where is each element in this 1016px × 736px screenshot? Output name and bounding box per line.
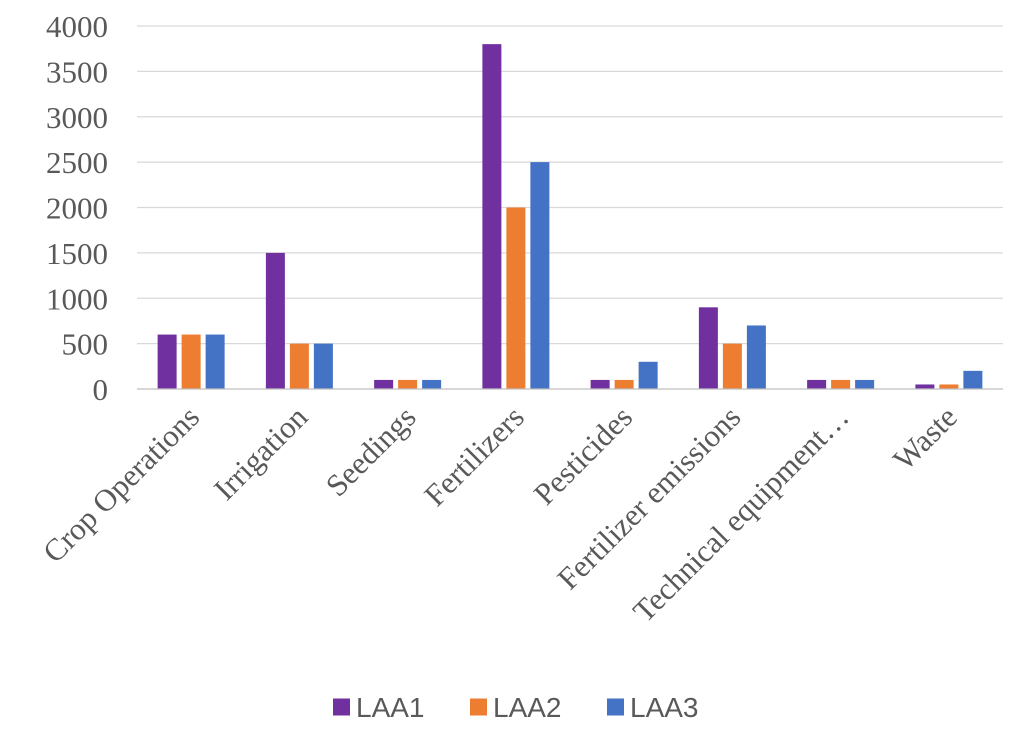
x-category-label: Technical equipment… bbox=[626, 399, 856, 629]
bar-laa1 bbox=[482, 44, 502, 390]
bar-laa2 bbox=[939, 384, 959, 389]
bar-laa2 bbox=[722, 343, 742, 389]
bar-laa3 bbox=[638, 361, 658, 389]
bar-laa2 bbox=[506, 207, 526, 389]
legend-item-laa2: LAA2 bbox=[470, 692, 562, 723]
x-category-label: Fertilizers bbox=[417, 399, 531, 513]
bars bbox=[157, 44, 983, 390]
x-category-label: Seedings bbox=[319, 399, 423, 503]
x-category-label: Waste bbox=[886, 399, 964, 477]
bar-laa3 bbox=[205, 334, 225, 389]
y-tick-label: 2000 bbox=[46, 191, 108, 226]
y-tick-label: 500 bbox=[62, 327, 109, 362]
x-category-label: Irrigation bbox=[207, 399, 315, 507]
bar-laa1 bbox=[265, 252, 285, 389]
bar-laa3 bbox=[530, 162, 550, 389]
bar-laa3 bbox=[313, 343, 333, 389]
y-tick-label: 4000 bbox=[46, 9, 108, 44]
legend-label: LAA2 bbox=[493, 692, 562, 723]
legend-item-laa1: LAA1 bbox=[333, 692, 425, 723]
bar-laa2 bbox=[398, 379, 418, 389]
bar-laa1 bbox=[807, 379, 827, 389]
x-axis-category-labels: Crop Operations Irrigation SeedingsFertili… bbox=[36, 399, 964, 629]
bar-laa2 bbox=[181, 334, 201, 389]
x-category-label: Fertilizer emissions bbox=[550, 399, 747, 596]
legend-label: LAA3 bbox=[630, 692, 699, 723]
bar-laa2 bbox=[614, 379, 634, 389]
legend: LAA1 LAA2 LAA3 bbox=[333, 692, 699, 723]
y-tick-label: 1000 bbox=[46, 281, 108, 316]
legend-label: LAA1 bbox=[356, 692, 425, 723]
bar-laa3 bbox=[855, 379, 875, 389]
x-category-label: Crop Operations bbox=[36, 399, 206, 569]
bar-laa1 bbox=[590, 379, 610, 389]
bar-laa1 bbox=[157, 334, 177, 389]
bar-laa3 bbox=[746, 325, 766, 389]
legend-swatch bbox=[470, 698, 487, 716]
y-tick-label: 1500 bbox=[46, 236, 108, 271]
bar-laa2 bbox=[289, 343, 309, 389]
bar-laa2 bbox=[831, 379, 851, 389]
bar-laa3 bbox=[963, 370, 983, 389]
y-tick-label: 0 bbox=[93, 372, 109, 407]
y-tick-label: 3500 bbox=[46, 54, 108, 89]
bar-laa1 bbox=[698, 307, 718, 389]
y-axis-tick-labels: 0 500 1000 1500 2000 2500 3000 3500 4000 bbox=[46, 9, 108, 407]
legend-swatch bbox=[607, 698, 624, 716]
y-tick-label: 3000 bbox=[46, 100, 108, 135]
bar-laa1 bbox=[915, 384, 935, 389]
x-category-label: Pesticides bbox=[527, 399, 639, 511]
legend-item-laa3: LAA3 bbox=[607, 692, 699, 723]
legend-swatch bbox=[333, 698, 350, 716]
y-tick-label: 2500 bbox=[46, 145, 108, 180]
bar-laa3 bbox=[422, 379, 442, 389]
bar-laa1 bbox=[374, 379, 394, 389]
